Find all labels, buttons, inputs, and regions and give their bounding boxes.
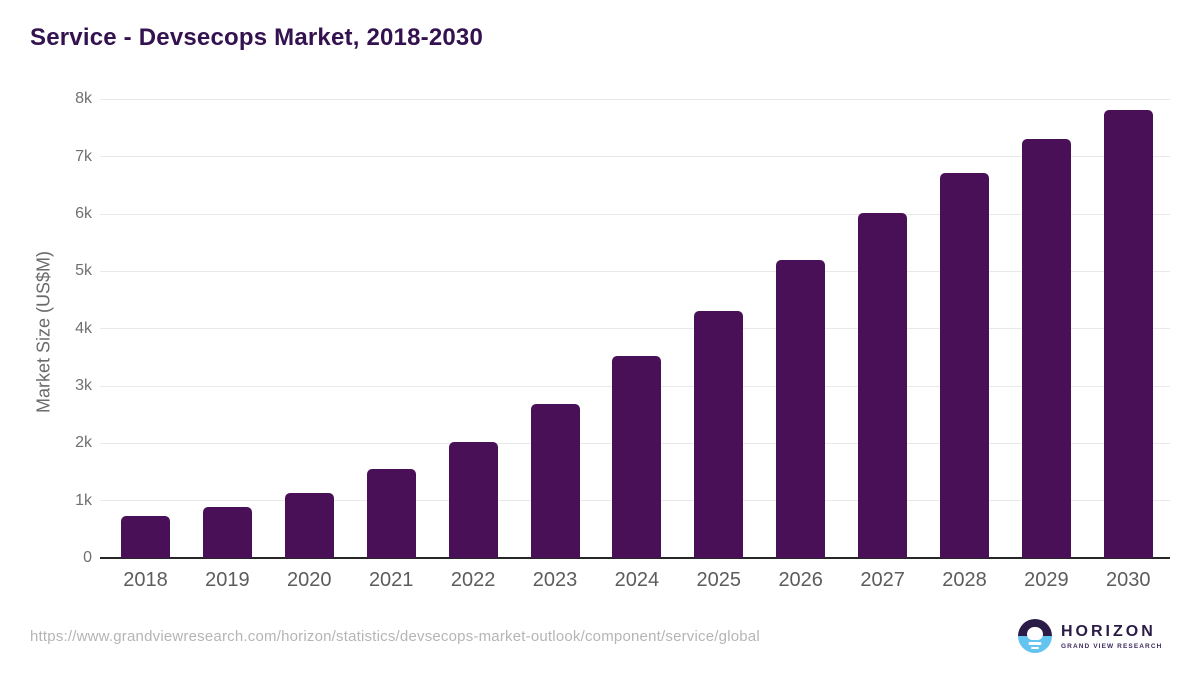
gridline: [100, 156, 1170, 158]
logo-tagline-text: GRAND VIEW RESEARCH: [1061, 642, 1163, 650]
bar-2030[interactable]: [1103, 109, 1153, 558]
bar-2028[interactable]: [940, 173, 989, 558]
x-tick-label: 2019: [205, 569, 250, 591]
bar-2023[interactable]: [530, 403, 580, 558]
x-tick-label: 2021: [368, 569, 414, 591]
bar-2021[interactable]: [366, 469, 416, 558]
x-tick-label: 2022: [450, 569, 496, 591]
bar-2018[interactable]: [121, 516, 170, 558]
logo-reflection-line: [1031, 646, 1039, 649]
x-tick-label: 2025: [696, 569, 742, 591]
logo-sun-shape: [1027, 627, 1043, 640]
y-tick-label: 5k: [75, 262, 92, 280]
logo-text: HORIZON GRAND VIEW RESEARCH: [1061, 623, 1162, 650]
bar-2029[interactable]: [1021, 139, 1071, 558]
x-tick-label: 2027: [860, 569, 905, 591]
brand-logo: HORIZON GRAND VIEW RESEARCH: [1018, 619, 1162, 653]
y-tick-label: 4k: [75, 319, 92, 337]
logo-reflection-line: [1028, 642, 1042, 645]
gridline: [100, 270, 1170, 272]
x-tick-label: 2023: [532, 569, 578, 591]
bar-2020[interactable]: [284, 492, 334, 558]
logo-brand-text: HORIZON: [1061, 622, 1156, 640]
x-tick-label: 2020: [287, 569, 332, 591]
source-url: https://www.grandviewresearch.com/horizo…: [30, 628, 760, 645]
bar-2027[interactable]: [858, 213, 908, 558]
x-tick-label: 2024: [614, 569, 660, 591]
x-tick-label: 2030: [1106, 569, 1151, 591]
y-tick-label: 8k: [75, 90, 92, 108]
x-tick-label: 2029: [1024, 569, 1069, 591]
x-tick-label: 2026: [778, 569, 823, 591]
bar-2022[interactable]: [448, 441, 498, 558]
chart-title: Service - Devsecops Market, 2018-2030: [30, 24, 484, 51]
gridline: [100, 98, 1170, 100]
y-tick-label: 2k: [75, 434, 92, 452]
y-tick-label: 6k: [75, 205, 92, 222]
y-tick-label: 7k: [75, 147, 92, 165]
bar-2024[interactable]: [612, 356, 662, 558]
x-tick-label: 2028: [942, 569, 987, 591]
y-tick-label: 3k: [75, 377, 92, 394]
bar-2026[interactable]: [776, 260, 826, 558]
bar-2025[interactable]: [694, 311, 744, 558]
x-axis-line: [100, 557, 1170, 559]
plot-area: 2018 2019 2020 2021 2022 2023 2024 2025 2026 2027…: [100, 85, 1170, 591]
gridline: [100, 328, 1170, 330]
x-tick-label: 2018: [123, 569, 168, 591]
bar-2019[interactable]: [202, 506, 252, 558]
horizon-logo-icon: [1018, 619, 1052, 653]
y-tick-label: 1k: [75, 491, 92, 509]
y-tick-label: 0: [83, 549, 92, 566]
gridline: [100, 213, 1170, 215]
